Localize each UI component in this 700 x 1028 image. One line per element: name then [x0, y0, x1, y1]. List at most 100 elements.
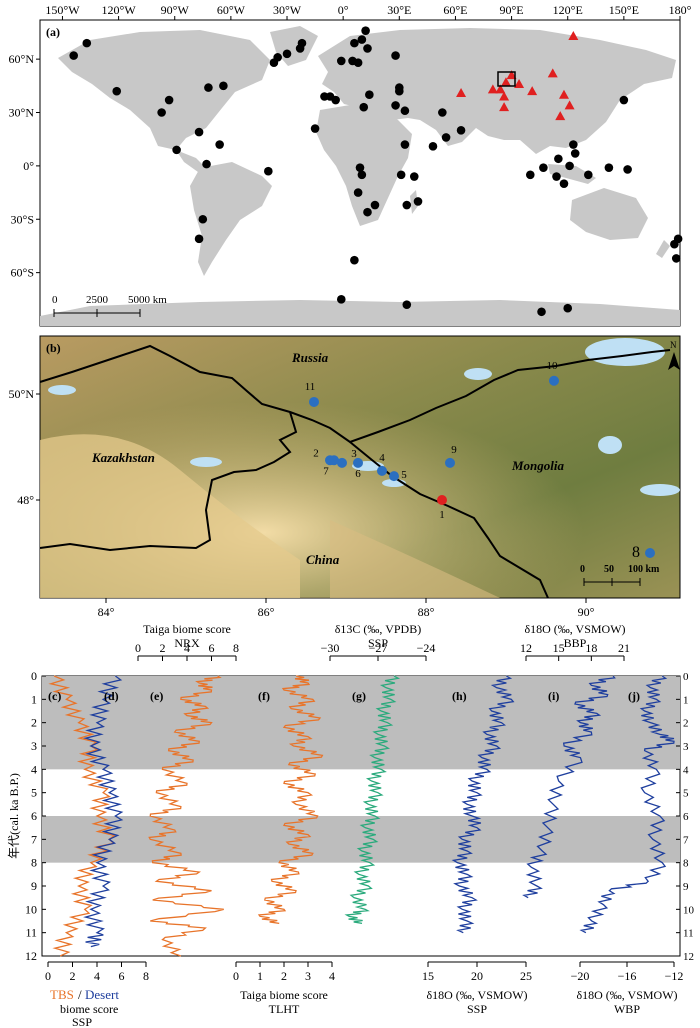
site-dot-a: [355, 163, 365, 172]
shaded-intervals: [42, 676, 680, 863]
desert-label: Desert: [85, 987, 119, 1002]
study-area-box: [497, 71, 516, 87]
age-tick-label-right: 8: [683, 858, 689, 870]
site-dot-b: [329, 455, 339, 466]
site-triangle-a: [500, 77, 511, 87]
site-dot-a: [604, 163, 614, 172]
site-dot-a: [402, 300, 412, 309]
lon-label-a: 120°E: [553, 3, 583, 17]
age-tick-label-right: 9: [683, 881, 689, 893]
tick-label-h: 15: [422, 969, 434, 983]
tick-label-f: 1: [257, 969, 263, 983]
site-dot-a: [361, 26, 370, 35]
site-triangle-a: [487, 84, 498, 94]
site-dot-a: [202, 159, 211, 169]
age-tick-label-right: 2: [683, 718, 689, 730]
lon-label-b: 88°: [418, 605, 435, 619]
age-tick-label-right: 12: [683, 951, 694, 963]
tick-label-j: −12: [665, 969, 684, 983]
axis-site-f: TLHT: [269, 1002, 300, 1016]
tick-label-i: 12: [520, 641, 532, 655]
site-dot-a: [353, 58, 363, 67]
panel-label-d: (d): [104, 689, 119, 703]
site-dot-a: [350, 255, 359, 265]
lon-label-a: 120°W: [102, 3, 137, 17]
site-number-b: 5: [401, 469, 407, 481]
site-dot-b: [377, 465, 387, 476]
age-tick-label-right: 5: [683, 788, 689, 800]
tick-label-c: 4: [94, 969, 100, 983]
north-arrow: N: [668, 340, 680, 370]
site-dot-a: [673, 234, 683, 244]
age-tick-label: 6: [31, 809, 37, 823]
site-dot-a: [331, 95, 340, 105]
site-dot-a: [363, 207, 372, 217]
site-triangle-a: [547, 68, 558, 78]
lon-label-a: 60°E: [443, 3, 467, 17]
country-label-kazakhstan: Kazakhstan: [91, 450, 155, 465]
site-triangle-a: [506, 70, 517, 80]
site-dot-b: [353, 457, 363, 468]
site-number-b: 4: [379, 452, 385, 464]
site-number-b: 1: [439, 509, 445, 521]
site-dot-b: [445, 457, 455, 468]
site-triangle-a: [558, 89, 569, 99]
site-dot-a: [584, 170, 593, 180]
tick-label-g: −27: [369, 641, 388, 655]
series-e: [148, 675, 224, 957]
lon-label-b: 84°: [98, 605, 115, 619]
axis-title-e: Taiga biome score: [143, 622, 231, 636]
site-dot-a: [391, 51, 400, 60]
site-dot-a: [357, 170, 367, 180]
site-triangle-a: [456, 87, 467, 97]
site-dot-a: [619, 95, 629, 105]
scale-label-0: 0: [52, 294, 58, 306]
axis-site-e: NRX: [174, 636, 200, 650]
site-dot-b: [549, 375, 559, 386]
site-number-b: 8: [632, 544, 640, 561]
tick-label-f: 4: [329, 969, 335, 983]
tick-label-f: 2: [281, 969, 287, 983]
series-j: [579, 675, 675, 934]
age-tick-label-right: 6: [683, 811, 689, 823]
age-tick-label-right: 11: [683, 928, 694, 940]
site-dot-a: [394, 86, 404, 96]
site-dot-a: [671, 254, 681, 263]
site-dot-a: [565, 161, 574, 171]
combined-bottom-axis-title: TBS / Desert biome score SSP: [50, 987, 119, 1028]
site-dot-a: [350, 38, 359, 48]
map-b-scale-bar: 0 50 100 km: [580, 564, 660, 586]
svg-text:/: /: [78, 987, 82, 1002]
site-number-b: 6: [355, 468, 361, 480]
lon-label-a: 90°W: [161, 3, 190, 17]
north-label: N: [670, 340, 677, 350]
age-tick-label: 7: [31, 832, 37, 846]
tick-label-e: 4: [184, 641, 190, 655]
site-dot-a: [194, 234, 204, 244]
tick-label-f: 3: [305, 969, 311, 983]
tick-label-j: −20: [571, 969, 590, 983]
age-tick-label: 12: [25, 949, 37, 963]
site-dot-a: [365, 90, 374, 100]
lon-label-a: 0°: [338, 3, 349, 17]
tick-label-j: −16: [618, 969, 637, 983]
site-dot-a: [164, 95, 174, 105]
site-dot-a: [370, 200, 380, 210]
lon-label-a: 60°W: [217, 3, 246, 17]
age-axis-title: 年代(cal. ka B.P.): [7, 773, 21, 859]
scale-label-2500: 2500: [86, 294, 109, 306]
site-dot-a: [297, 38, 307, 48]
site-number-b: 2: [313, 447, 319, 459]
site-dot-a: [357, 35, 367, 44]
tick-label-e: 2: [160, 641, 166, 655]
axis-title-j: δ18O (‰, VSMOW): [576, 988, 677, 1002]
country-label-russia: Russia: [291, 350, 329, 365]
lon-label-a: 30°W: [273, 3, 302, 17]
tick-label-c: 2: [70, 969, 76, 983]
tick-label-e: 8: [233, 641, 239, 655]
lon-label-a: 90°E: [500, 3, 524, 17]
map-b-latitude-labels: 50°N 48°: [9, 387, 40, 507]
age-tick-label: 4: [31, 762, 37, 776]
